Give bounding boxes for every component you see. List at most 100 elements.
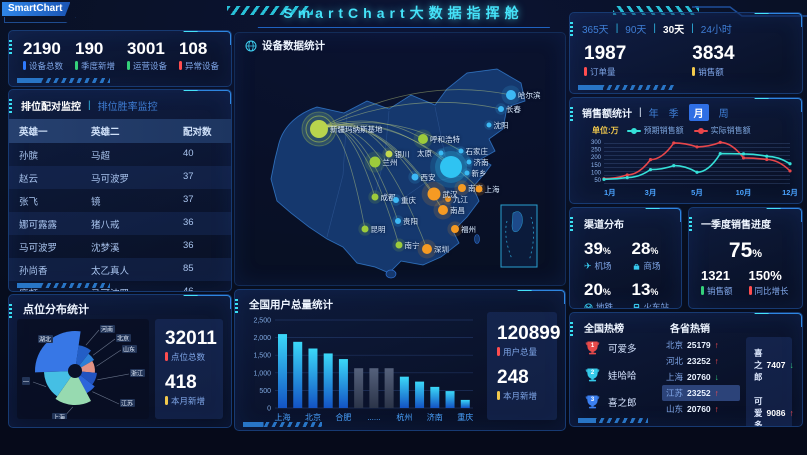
map-city-label: 南宁 <box>405 240 420 250</box>
flight-line <box>318 124 435 195</box>
y-axis-tick: 2,000 <box>253 335 271 342</box>
unit-label: 单位:万 <box>592 126 619 135</box>
cell: 太乙真人 <box>91 265 130 277</box>
tab-月[interactable]: 月 <box>688 104 709 121</box>
map-city-label: 南昌 <box>450 205 465 215</box>
pie-slice-label: 浙江 <box>131 370 143 378</box>
pie-label-leader <box>32 381 47 387</box>
trend-up-icon: ↑ <box>714 356 719 366</box>
bar <box>445 391 455 408</box>
tab-排位胜率监控[interactable]: 排位胜率监控 <box>97 102 158 113</box>
table-row: 娜可露露 猪八戒 36 <box>9 212 231 235</box>
stat-block: 32011 点位总数 <box>165 329 223 363</box>
cell: 85 <box>183 262 194 274</box>
pie-label-leader <box>85 329 100 346</box>
tab-30天[interactable]: 30天 <box>663 25 685 36</box>
tab-年[interactable]: 年 <box>648 109 659 120</box>
tab-周[interactable]: 周 <box>718 109 729 120</box>
stat-label-text: 订单量 <box>590 66 616 77</box>
flight-line <box>318 125 399 222</box>
y-axis-tick: 1,000 <box>253 370 271 377</box>
column-header: 英雄一 <box>19 127 48 138</box>
tab-90天[interactable]: 90天 <box>625 25 647 36</box>
channel-unit: % <box>650 246 659 256</box>
bar <box>308 348 318 408</box>
panel-title: 全国热榜 <box>584 324 624 335</box>
channel-label-text: 商场 <box>643 261 661 271</box>
top3-row: 2 娃哈哈 <box>584 366 656 383</box>
flight-line <box>318 122 462 152</box>
stat-block: 120899 用户总量 <box>497 324 560 358</box>
legend-label: 实际销售额 <box>710 126 751 135</box>
map-city-dot <box>385 150 393 158</box>
stat-value: 2190 <box>23 39 61 58</box>
pie-label-leader <box>92 391 120 405</box>
channel-value-wrap: 13% <box>632 280 676 300</box>
corner-decoration <box>767 98 802 112</box>
flight-line <box>318 125 444 211</box>
panel-subtitle: 各省热销 <box>670 324 710 335</box>
stat-label-text: 本月新增 <box>171 395 206 406</box>
province-name: 江苏 <box>666 388 684 398</box>
map-city-label: 深圳 <box>434 244 449 254</box>
stat-block: 3834 销售额 <box>692 44 735 78</box>
pie-label-bg <box>130 369 145 377</box>
stat-label-text: 异常设备 <box>184 60 219 71</box>
map-city-dot <box>418 134 428 144</box>
legend-label: 预期销售额 <box>643 126 684 135</box>
tab-separator: | <box>88 100 91 111</box>
tab-365天[interactable]: 365天 <box>582 25 609 36</box>
cell: 马可波罗 <box>91 173 130 185</box>
tab-24小时[interactable]: 24小时 <box>700 25 732 36</box>
x-axis-label: ...... <box>367 413 380 422</box>
trend-up-icon: ↑ <box>714 388 719 398</box>
stat-label: 设备总数 <box>23 60 63 72</box>
map-city-label: 哈尔滨 <box>518 90 541 100</box>
channel-stat: 13% 火车站 <box>632 280 676 308</box>
map-city-label: 上海 <box>485 184 500 194</box>
tab-排位配对监控[interactable]: 排位配对监控 <box>21 102 81 113</box>
cell: 马可波罗 <box>91 286 183 292</box>
map-city-label: 新疆玛纳斯基地 <box>330 124 383 134</box>
legend-swatch <box>626 127 641 134</box>
pie-label-bg <box>52 413 67 419</box>
data-point <box>741 156 746 160</box>
rank-table-panel: 排位配对监控 | 排位胜率监控 英雄一 英雄二 配对数 孙膑 马超 40 赵云 马可波罗 37 张飞镜… <box>8 89 232 292</box>
channel-value: 20 <box>584 280 603 299</box>
bar <box>323 353 333 408</box>
channel-unit: % <box>602 246 611 256</box>
pie-slice-label: — <box>23 380 29 386</box>
channel-label-text: 地铁 <box>596 302 614 309</box>
province-row: 北京 25179 ↑ <box>662 337 740 353</box>
flight-line <box>318 89 512 130</box>
channel-unit: % <box>602 287 611 297</box>
panel-title: 设备数据统计 <box>262 40 325 52</box>
province-name: 山东 <box>666 404 684 414</box>
table-row: 孙膑 马超 40 <box>9 143 231 166</box>
map-city-label: 重庆 <box>401 195 416 205</box>
brand-value: 9086 <box>766 408 786 418</box>
pie-label-bg <box>38 335 53 343</box>
stat-block: 248 本月新增 <box>497 367 557 402</box>
map-city-label: 兰州 <box>383 157 398 167</box>
app-logo[interactable]: SmartChart <box>2 2 71 16</box>
stat-value: 1321 <box>701 268 730 283</box>
brand-name: 喜之郎 <box>754 348 763 382</box>
x-axis-label: 合肥 <box>335 412 351 422</box>
map-city-label: 西安 <box>421 172 436 182</box>
bar <box>369 368 379 408</box>
pie-slice <box>75 345 91 371</box>
province-value: 20760 <box>687 372 711 382</box>
map-city-dot <box>411 173 419 181</box>
brand-name: 可爱多 <box>754 396 763 427</box>
x-axis-label: 10月 <box>736 188 752 197</box>
flight-line <box>318 120 424 140</box>
stat-block: 150% 同比增长 <box>748 269 789 297</box>
map-city-label: 贵阳 <box>403 216 418 226</box>
pie-label-leader <box>96 349 122 367</box>
stat-label: 季度新增 <box>74 60 115 72</box>
tab-季[interactable]: 季 <box>668 109 679 120</box>
map-city-dot <box>369 156 381 168</box>
